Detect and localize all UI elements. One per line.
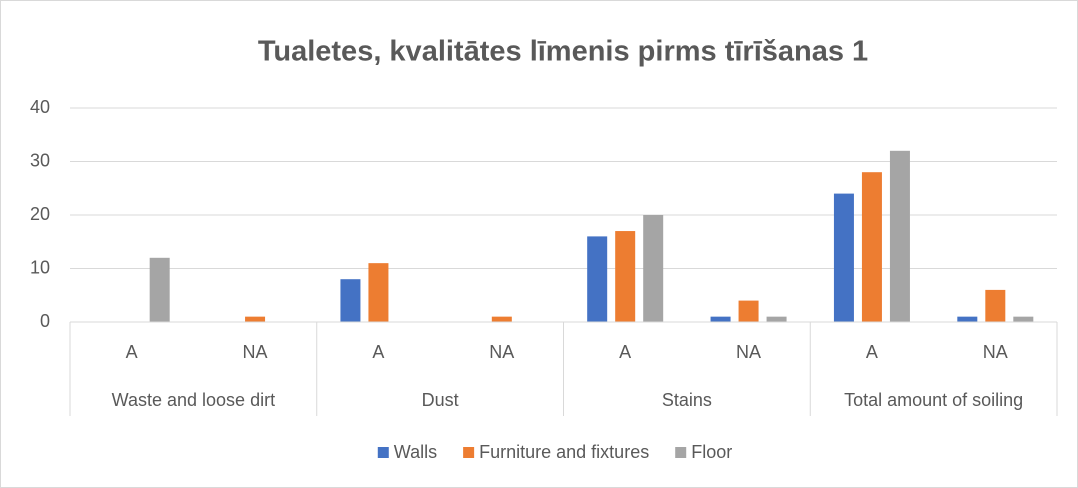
group-label: Total amount of soiling bbox=[844, 390, 1023, 410]
bar bbox=[491, 316, 512, 322]
x-tick-label: A bbox=[372, 342, 384, 362]
legend-label: Furniture and fixtures bbox=[479, 442, 649, 462]
bar bbox=[710, 316, 731, 322]
bar bbox=[245, 316, 266, 322]
chart-title: Tualetes, kvalitātes līmenis pirms tīrīš… bbox=[258, 36, 868, 68]
x-tick-label: A bbox=[866, 342, 878, 362]
legend-swatch bbox=[377, 447, 389, 458]
bar bbox=[1013, 316, 1034, 322]
group-label: Waste and loose dirt bbox=[112, 390, 275, 410]
x-tick-label: NA bbox=[489, 342, 514, 362]
bar bbox=[985, 289, 1006, 322]
bar bbox=[368, 263, 389, 322]
legend-label: Floor bbox=[691, 442, 732, 462]
bar bbox=[340, 279, 361, 322]
y-tick-label: 0 bbox=[40, 311, 50, 331]
group-label: Stains bbox=[662, 390, 712, 410]
x-tick-label: A bbox=[126, 342, 138, 362]
bar bbox=[833, 193, 854, 322]
x-tick-label: NA bbox=[736, 342, 761, 362]
bar bbox=[587, 236, 608, 322]
y-tick-label: 10 bbox=[30, 257, 50, 277]
y-tick-label: 30 bbox=[30, 150, 50, 170]
bar bbox=[889, 150, 910, 322]
bar bbox=[957, 316, 978, 322]
bar bbox=[861, 172, 882, 322]
bar bbox=[766, 316, 787, 322]
y-tick-label: 20 bbox=[30, 204, 50, 224]
legend-swatch bbox=[675, 447, 687, 458]
bar bbox=[615, 231, 636, 322]
x-tick-label: NA bbox=[983, 342, 1008, 362]
y-tick-label: 40 bbox=[30, 97, 50, 117]
x-tick-label: A bbox=[619, 342, 631, 362]
legend-label: Walls bbox=[394, 442, 437, 462]
bar bbox=[738, 300, 759, 322]
bar bbox=[149, 257, 170, 322]
group-label: Dust bbox=[422, 390, 459, 410]
bar bbox=[643, 215, 664, 322]
x-tick-label: NA bbox=[243, 342, 268, 362]
legend-swatch bbox=[463, 447, 475, 458]
